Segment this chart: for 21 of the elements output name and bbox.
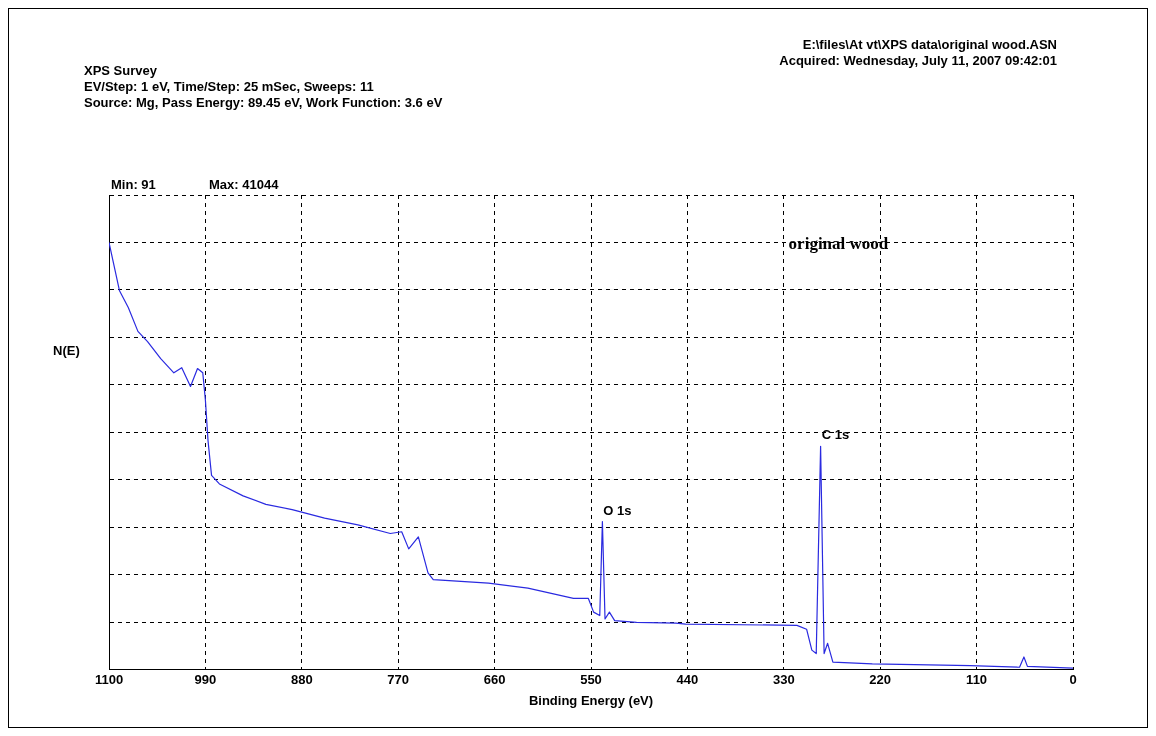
y-axis-title: N(E) <box>53 343 80 359</box>
x-axis-title: Binding Energy (eV) <box>528 692 654 708</box>
chart-subtitle: EV/Step: 1 eV, Time/Step: 25 mSec, Sweeps: 11 <box>84 79 375 95</box>
text: E:\files\At vt\XPS data\original wood.ASN <box>801 37 1057 53</box>
annotation: O 1s <box>603 502 632 518</box>
x-tick-label: 220 <box>869 672 892 688</box>
x-tick-label: 660 <box>483 672 506 688</box>
text: Max: 41044 <box>209 177 280 193</box>
x-tick-label: 1100 <box>94 672 124 688</box>
x-tick-label: 990 <box>194 672 217 688</box>
x-tick-label: 880 <box>290 672 313 688</box>
x-tick-label: 330 <box>772 672 795 688</box>
x-tick-label: 770 <box>387 672 410 688</box>
chart-title: XPS Survey <box>84 63 158 79</box>
x-tick-label: 110 <box>966 672 988 688</box>
x-tick-label: 440 <box>676 672 699 688</box>
text: Min: 91 <box>111 177 156 193</box>
x-tick-label: 550 <box>580 672 602 688</box>
text: Acquired: Wednesday, July 11, 2007 09:42:01 <box>779 53 1057 69</box>
x-tick-label: 0 <box>1069 672 1077 688</box>
source-note: Source: Mg, Pass Energy: 89.45 eV, Work Function: 3.6 eV <box>84 95 443 111</box>
